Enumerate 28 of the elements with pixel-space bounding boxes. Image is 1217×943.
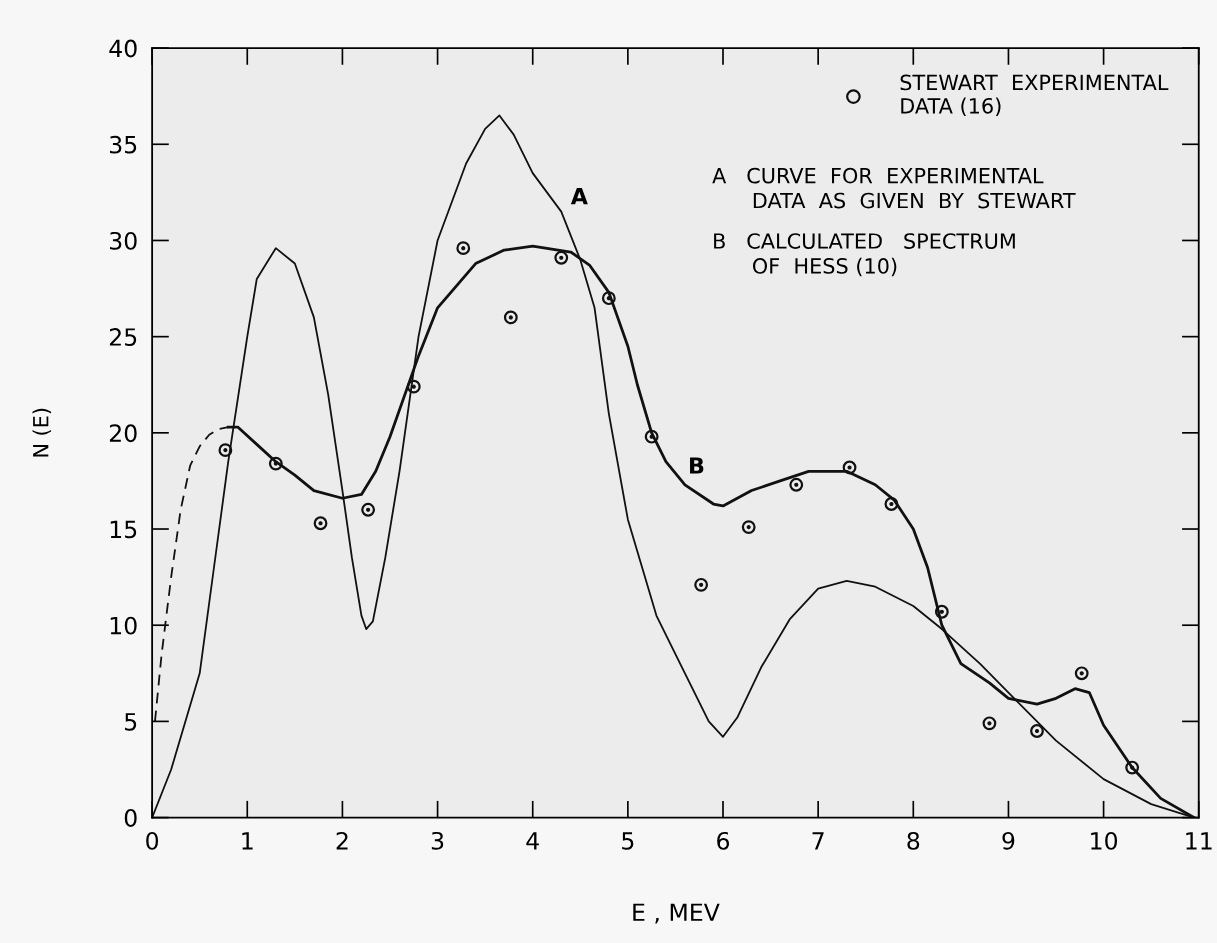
x-tick-label: 11 <box>1186 832 1212 850</box>
y-tick-label: 30 <box>109 231 137 250</box>
x-tick-label: 7 <box>812 832 824 850</box>
x-tick-label: 1 <box>242 832 253 850</box>
y-axis-title: N (E) <box>32 408 52 457</box>
x-tick-label: 9 <box>1002 831 1015 850</box>
x-tick-label: 8 <box>907 831 920 850</box>
x-axis-title: E , MEV <box>633 903 720 924</box>
x-tick-label: 5 <box>622 832 634 850</box>
annotation: A <box>570 188 588 205</box>
x-tick-label: 3 <box>431 831 444 850</box>
x-tick-label: 0 <box>146 831 159 850</box>
y-tick-label: 20 <box>109 424 137 443</box>
y-tick-label: 0 <box>124 809 137 827</box>
x-tick-label: 6 <box>717 831 730 850</box>
annotation: A CURVE FOR EXPERIMENTAL DATA AS GIVEN BY STEWART <box>712 167 1076 209</box>
annotation: B <box>690 457 704 474</box>
y-tick-label: 35 <box>109 135 137 154</box>
y-tick-label: 10 <box>110 616 137 635</box>
legend-label: STEWART EXPERIMENTAL DATA (16) <box>900 74 1169 117</box>
x-tick-label: 2 <box>336 831 348 850</box>
y-tick-label: 5 <box>125 713 137 731</box>
y-tick-label: 25 <box>109 328 137 346</box>
x-tick-label: 10 <box>1091 831 1118 850</box>
x-tick-label: 4 <box>526 832 539 850</box>
y-tick-label: 15 <box>110 520 137 539</box>
y-tick-label: 40 <box>109 39 137 58</box>
annotation: B CALCULATED SPECTRUM OF HESS (10) <box>714 233 1015 277</box>
